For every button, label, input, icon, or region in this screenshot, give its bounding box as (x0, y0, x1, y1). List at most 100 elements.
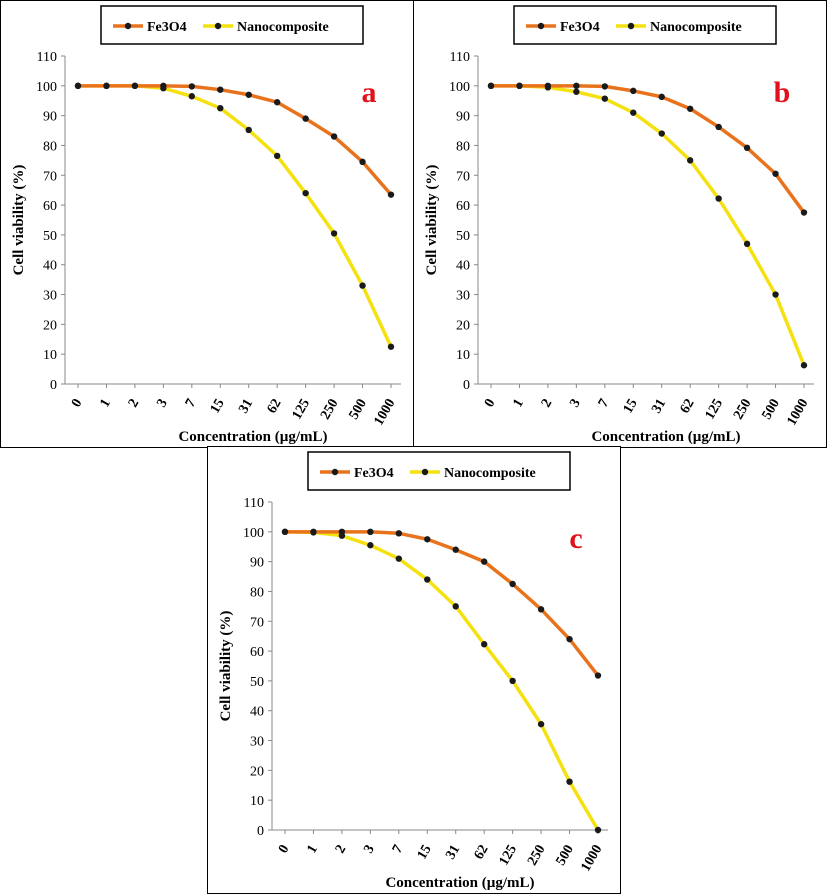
panel-letter: b (774, 76, 791, 109)
data-point-nanocomposite (330, 230, 338, 237)
data-point-fe3o4 (359, 158, 366, 166)
y-tick-label: 70 (456, 169, 470, 184)
x-tick-label: 7 (596, 397, 612, 411)
legend-label-nanocomposite: Nanocomposite (444, 466, 536, 481)
x-tick-label: 500 (347, 397, 370, 423)
data-point-fe3o4 (487, 82, 495, 90)
data-point-fe3o4 (131, 82, 139, 90)
data-point-nanocomposite (302, 189, 309, 197)
x-tick-label: 15 (621, 397, 641, 417)
data-point-fe3o4 (686, 105, 694, 112)
data-point-fe3o4 (424, 536, 431, 543)
x-tick-label: 125 (497, 843, 520, 869)
x-tick-label: 1 (97, 397, 113, 411)
y-axis-label: Cell viability (%) (11, 165, 27, 276)
data-point-nanocomposite (566, 778, 573, 785)
data-point-nanocomposite (630, 109, 637, 116)
y-tick-label: 10 (456, 348, 470, 363)
y-tick-label: 80 (250, 585, 264, 600)
x-tick-label: 2 (126, 397, 142, 411)
data-point-fe3o4 (566, 635, 573, 643)
data-point-fe3o4 (743, 144, 751, 152)
x-tick-label: 125 (703, 397, 726, 423)
y-tick-label: 110 (244, 496, 264, 511)
data-point-fe3o4 (630, 87, 637, 95)
y-tick-label: 60 (250, 645, 264, 660)
y-tick-label: 90 (456, 110, 470, 125)
panel-letter: a (362, 76, 377, 109)
y-tick-label: 20 (43, 318, 57, 333)
legend-box (100, 5, 364, 45)
x-axis-label: Concentration (µg/mL) (385, 875, 534, 891)
series-line-nanocomposite (76, 84, 393, 349)
data-point-fe3o4 (387, 191, 395, 198)
legend-label-fe3o4: Fe3O4 (560, 20, 600, 35)
y-tick-label: 90 (250, 556, 264, 571)
x-tick-label: 500 (554, 843, 577, 869)
legend-marker-nanocomposite (421, 468, 429, 476)
y-tick-label: 40 (456, 259, 470, 274)
data-point-nanocomposite (743, 240, 751, 248)
y-tick-label: 100 (449, 80, 470, 95)
x-tick-label: 62 (265, 397, 285, 417)
data-point-nanocomposite (367, 542, 374, 549)
chart-panel-a: 0 10 20 30 40 50 60 70 80 90 100 110 0 1 2 3 7 15 31 62 125 2… (0, 0, 415, 448)
y-tick-label: 20 (456, 318, 470, 333)
x-tick-label: 7 (183, 397, 199, 411)
data-point-nanocomposite (188, 93, 196, 100)
data-point-fe3o4 (310, 528, 317, 536)
x-axis-label: Concentration (µg/mL) (178, 429, 327, 445)
data-point-fe3o4 (217, 86, 224, 93)
x-tick-label: 250 (318, 397, 341, 423)
x-tick-label: 2 (333, 843, 349, 857)
x-tick-label: 31 (649, 397, 669, 417)
legend-label-nanocomposite: Nanocomposite (650, 20, 742, 35)
data-point-fe3o4 (103, 82, 110, 90)
x-tick-label: 1000 (578, 843, 605, 875)
x-tick-label: 0 (69, 397, 85, 411)
y-tick-label: 70 (43, 169, 57, 184)
data-point-nanocomposite (424, 576, 431, 583)
data-point-nanocomposite (387, 343, 395, 350)
data-point-nanocomposite (217, 104, 224, 112)
series-line-nanocomposite (283, 530, 600, 832)
y-tick-label: 0 (463, 378, 470, 393)
y-tick-label: 110 (450, 50, 470, 65)
y-tick-label: 0 (50, 378, 57, 393)
y-tick-label: 90 (43, 110, 57, 125)
data-point-fe3o4 (509, 580, 516, 588)
series-line-fe3o4 (283, 530, 600, 678)
x-tick-label: 31 (236, 397, 256, 417)
data-point-nanocomposite (594, 826, 602, 834)
legend: Fe3O4 Nanocomposite (513, 5, 777, 45)
x-tick-label: 2 (539, 397, 555, 411)
data-point-fe3o4 (338, 528, 346, 536)
data-point-nanocomposite (658, 130, 665, 137)
data-point-fe3o4 (302, 115, 309, 122)
y-tick-label: 10 (43, 348, 57, 363)
x-tick-label: 1 (510, 397, 526, 411)
data-point-fe3o4 (516, 82, 523, 90)
x-tick-label: 250 (731, 397, 754, 423)
y-tick-label: 60 (456, 199, 470, 214)
x-tick-label: 15 (208, 397, 228, 417)
data-point-nanocomposite (537, 720, 545, 728)
legend: Fe3O4 Nanocomposite (100, 5, 364, 45)
panel-letter: c (569, 522, 582, 555)
y-tick-label: 10 (250, 794, 264, 809)
y-tick-label: 40 (43, 259, 57, 274)
data-point-fe3o4 (330, 133, 338, 140)
data-point-fe3o4 (800, 209, 808, 216)
x-tick-label: 15 (415, 843, 435, 863)
chart-panel-b: 0 10 20 30 40 50 60 70 80 90 100 110 0 1 2 3 7 15 31 62 125 2… (413, 0, 827, 448)
legend-marker-nanocomposite (627, 22, 635, 30)
data-point-nanocomposite (273, 152, 281, 160)
data-point-fe3o4 (188, 83, 196, 90)
series-line-fe3o4 (489, 84, 806, 215)
data-point-fe3o4 (537, 606, 545, 613)
x-tick-label: 0 (276, 843, 292, 857)
y-axis-label: Cell viability (%) (218, 611, 234, 722)
data-point-fe3o4 (715, 123, 722, 131)
